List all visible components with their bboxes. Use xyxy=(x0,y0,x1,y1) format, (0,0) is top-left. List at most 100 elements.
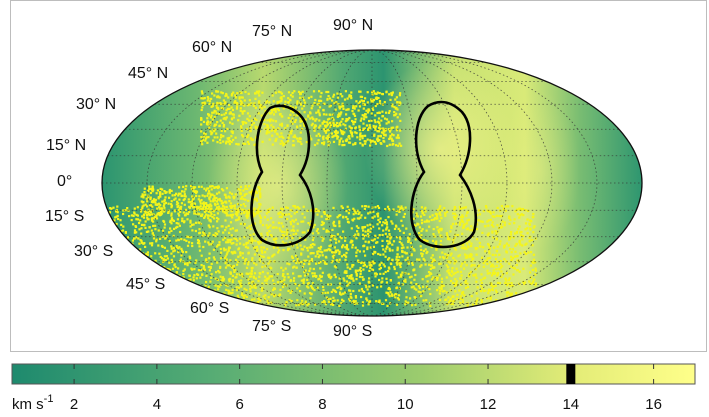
scatter-point xyxy=(380,142,383,145)
scatter-point xyxy=(371,260,375,263)
scatter-point xyxy=(475,253,478,256)
scatter-point xyxy=(188,255,191,258)
scatter-point xyxy=(227,140,230,143)
scatter-point xyxy=(322,113,326,116)
scatter-point xyxy=(228,280,231,283)
scatter-point xyxy=(439,205,442,208)
scatter-point xyxy=(376,241,379,244)
scatter-point xyxy=(482,262,485,265)
scatter-point xyxy=(356,136,359,139)
scatter-point xyxy=(246,226,249,229)
scatter-point xyxy=(300,279,303,282)
scatter-point xyxy=(286,272,289,276)
scatter-point xyxy=(263,119,266,122)
scatter-point xyxy=(201,234,204,237)
scatter-point xyxy=(180,254,183,257)
scatter-point xyxy=(155,214,158,217)
scatter-point xyxy=(217,102,220,105)
scatter-point xyxy=(509,233,512,236)
scatter-point xyxy=(231,117,234,120)
scatter-point xyxy=(215,271,218,274)
scatter-point xyxy=(334,276,337,279)
scatter-point xyxy=(216,233,219,236)
scatter-point xyxy=(290,255,294,258)
scatter-point xyxy=(374,272,377,275)
scatter-point xyxy=(230,135,233,138)
colorbar-tick-label: 4 xyxy=(153,396,161,413)
scatter-point xyxy=(157,244,160,247)
scatter-point xyxy=(264,265,267,268)
scatter-point xyxy=(358,211,361,214)
scatter-point xyxy=(366,232,370,235)
scatter-point xyxy=(382,137,385,140)
scatter-point xyxy=(212,200,215,203)
scatter-point xyxy=(507,282,510,285)
scatter-point xyxy=(199,202,202,205)
scatter-point xyxy=(108,211,112,214)
scatter-point xyxy=(200,123,203,126)
scatter-point xyxy=(332,303,335,306)
scatter-point xyxy=(268,131,271,134)
scatter-point xyxy=(354,296,358,299)
scatter-point xyxy=(347,248,350,251)
scatter-point xyxy=(515,292,518,295)
scatter-point xyxy=(451,271,454,274)
scatter-point xyxy=(114,216,117,219)
scatter-point xyxy=(315,229,318,233)
scatter-point xyxy=(399,263,402,266)
scatter-point xyxy=(280,98,283,101)
scatter-point xyxy=(132,223,135,226)
scatter-point xyxy=(221,107,224,110)
scatter-point xyxy=(425,251,428,255)
scatter-point xyxy=(208,243,211,246)
scatter-point xyxy=(236,203,240,206)
scatter-point xyxy=(188,274,191,277)
scatter-point xyxy=(164,201,167,204)
scatter-point xyxy=(518,270,521,273)
scatter-point xyxy=(360,287,363,291)
scatter-point xyxy=(210,105,213,108)
scatter-point xyxy=(194,229,197,233)
scatter-point xyxy=(330,275,333,278)
scatter-point xyxy=(270,235,273,238)
scatter-point xyxy=(419,291,422,294)
scatter-point xyxy=(234,136,237,139)
scatter-point xyxy=(398,94,401,97)
scatter-point xyxy=(381,115,385,118)
scatter-point xyxy=(252,233,255,236)
scatter-point xyxy=(467,227,470,230)
scatter-point xyxy=(201,106,204,109)
scatter-point xyxy=(398,142,401,145)
scatter-point xyxy=(376,138,379,141)
scatter-point xyxy=(487,232,490,235)
scatter-point xyxy=(240,125,243,128)
scatter-point xyxy=(509,218,512,221)
scatter-point xyxy=(277,221,281,224)
scatter-point xyxy=(183,238,186,241)
scatter-point xyxy=(150,255,153,258)
scatter-point xyxy=(217,186,220,189)
scatter-point xyxy=(402,215,405,218)
scatter-point xyxy=(376,111,379,115)
scatter-point xyxy=(388,110,391,113)
scatter-point xyxy=(391,249,394,252)
scatter-point xyxy=(349,295,352,298)
scatter-point xyxy=(436,208,439,212)
scatter-point xyxy=(345,210,348,213)
scatter-point xyxy=(345,271,348,274)
scatter-point xyxy=(495,214,498,217)
scatter-point xyxy=(424,239,427,242)
scatter-point xyxy=(321,122,324,125)
scatter-point xyxy=(246,103,249,106)
scatter-point xyxy=(210,273,213,276)
scatter-point xyxy=(417,290,420,293)
scatter-point xyxy=(258,293,261,296)
scatter-point xyxy=(368,264,371,267)
scatter-point xyxy=(235,258,238,261)
scatter-point xyxy=(212,128,215,131)
scatter-point xyxy=(211,92,214,95)
scatter-point xyxy=(245,127,248,131)
scatter-point xyxy=(321,251,324,254)
scatter-point xyxy=(348,281,351,284)
scatter-point xyxy=(376,91,379,94)
